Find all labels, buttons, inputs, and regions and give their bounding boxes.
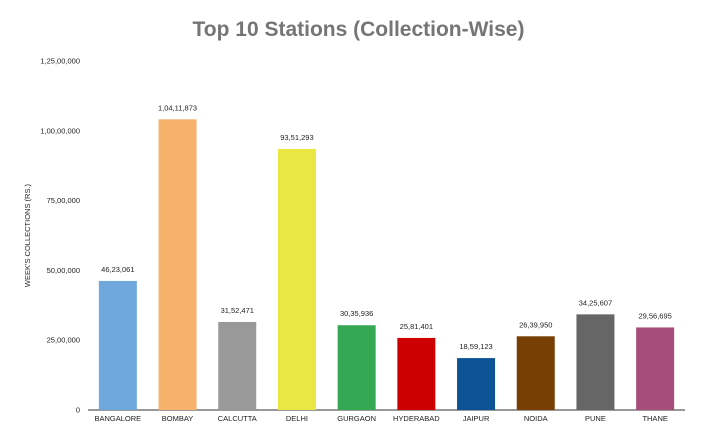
category-label: JAIPUR bbox=[463, 414, 490, 423]
value-labels: 46,23,061 1,04,11,873 31,52,471 93,51,293 30… bbox=[101, 103, 672, 351]
value-label: 46,23,061 bbox=[101, 265, 134, 274]
chart-title: Top 10 Stations (Collection-Wise) bbox=[192, 18, 525, 41]
bars bbox=[98, 119, 675, 410]
value-label: 25,81,401 bbox=[400, 322, 433, 331]
bar bbox=[218, 321, 257, 410]
category-label: PUNE bbox=[585, 414, 606, 423]
value-label: 30,35,936 bbox=[340, 309, 373, 318]
y-tick-labels: 0 25,00,000 50,00,000 75,00,000 1,00,00,000 1… bbox=[40, 57, 80, 415]
bar bbox=[516, 336, 555, 410]
category-label: BANGALORE bbox=[95, 414, 142, 423]
bar bbox=[337, 325, 376, 410]
category-labels: BANGALORE BOMBAY CALCUTTA DELHI GURGAON HYDER… bbox=[95, 414, 668, 423]
y-tick-label: 25,00,000 bbox=[47, 336, 80, 345]
bar bbox=[98, 280, 137, 410]
bar bbox=[397, 337, 436, 410]
value-label: 29,56,695 bbox=[638, 311, 671, 320]
y-tick-label: 0 bbox=[76, 406, 80, 415]
category-label: NOIDA bbox=[524, 414, 548, 423]
value-label: 1,04,11,873 bbox=[158, 103, 197, 112]
bar bbox=[636, 327, 675, 410]
category-label: CALCUTTA bbox=[218, 414, 257, 423]
bar bbox=[457, 358, 496, 410]
bar bbox=[576, 314, 615, 410]
value-label: 34,25,607 bbox=[579, 298, 612, 307]
value-label: 31,52,471 bbox=[221, 306, 254, 315]
y-tick-label: 75,00,000 bbox=[47, 196, 80, 205]
category-label: GURGAON bbox=[337, 414, 376, 423]
y-axis-title-group: WEEK'S COLLECTIONS (RS.) bbox=[23, 183, 32, 287]
category-label: HYDERABAD bbox=[393, 414, 440, 423]
bar bbox=[277, 148, 316, 410]
y-tick-label: 1,25,00,000 bbox=[40, 57, 80, 66]
y-axis-title: WEEK'S COLLECTIONS (RS.) bbox=[23, 183, 32, 287]
value-label: 18,59,123 bbox=[459, 342, 492, 351]
value-label: 26,39,950 bbox=[519, 320, 552, 329]
bar bbox=[158, 119, 197, 410]
category-label: DELHI bbox=[286, 414, 308, 423]
category-label: BOMBAY bbox=[162, 414, 194, 423]
y-tick-label: 50,00,000 bbox=[47, 266, 80, 275]
category-label: THANE bbox=[642, 414, 667, 423]
y-tick-label: 1,00,00,000 bbox=[40, 126, 80, 135]
value-label: 93,51,293 bbox=[280, 133, 313, 142]
